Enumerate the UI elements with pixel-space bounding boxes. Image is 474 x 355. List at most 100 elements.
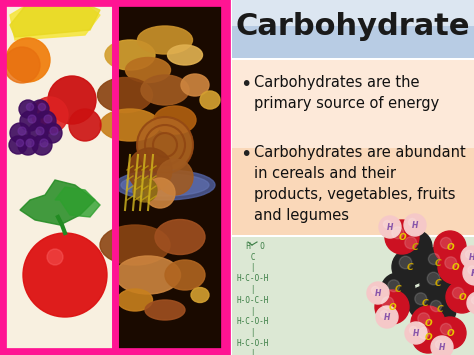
Ellipse shape [200,91,220,109]
Circle shape [434,317,466,349]
Text: H: H [387,223,393,231]
Circle shape [42,123,62,143]
Text: H: H [413,328,419,338]
Circle shape [4,47,40,83]
Text: H: H [471,268,474,278]
Circle shape [424,294,456,326]
Circle shape [392,249,428,285]
Text: H: H [412,220,418,229]
Text: C: C [435,279,441,288]
Circle shape [463,261,474,285]
Text: C: C [435,258,441,268]
Text: H: H [375,289,381,297]
Circle shape [415,293,427,305]
Circle shape [28,123,48,143]
Circle shape [431,336,453,355]
Circle shape [420,265,456,301]
FancyBboxPatch shape [0,0,228,355]
Circle shape [411,306,445,340]
Ellipse shape [165,260,205,290]
Text: H: H [384,312,390,322]
Circle shape [440,237,452,248]
Ellipse shape [155,219,205,255]
Circle shape [472,296,474,304]
Circle shape [427,272,440,285]
Polygon shape [10,0,100,37]
Text: Carbohydrates are abundant
in cereals and their
products, vegetables, fruits
and: Carbohydrates are abundant in cereals an… [254,145,466,223]
Text: Carbohydrates are the
primary source of energy: Carbohydrates are the primary source of … [254,75,439,111]
Circle shape [128,148,172,192]
Circle shape [398,230,432,264]
Circle shape [376,306,398,328]
Circle shape [381,273,415,307]
Circle shape [18,135,38,155]
Circle shape [461,246,474,268]
Circle shape [408,286,442,320]
Circle shape [436,340,443,348]
Text: C: C [422,299,428,307]
Ellipse shape [98,77,153,113]
Text: C: C [412,242,419,251]
Text: O: O [388,302,396,311]
Ellipse shape [154,106,196,134]
Circle shape [27,103,34,111]
Ellipse shape [118,289,153,311]
Circle shape [36,111,56,131]
Circle shape [412,321,444,353]
FancyBboxPatch shape [232,26,474,58]
Ellipse shape [100,109,160,141]
Circle shape [133,178,157,202]
Circle shape [28,115,36,123]
Text: C: C [407,262,413,272]
Circle shape [18,127,26,135]
Circle shape [19,100,37,118]
Circle shape [446,281,474,313]
Text: Carbohydrate: Carbohydrate [236,12,470,40]
Text: O: O [424,318,432,328]
Ellipse shape [137,26,192,54]
Circle shape [157,159,193,195]
Circle shape [440,323,452,335]
Circle shape [405,237,417,249]
FancyBboxPatch shape [5,5,113,350]
Ellipse shape [115,170,215,200]
Circle shape [48,76,96,124]
Circle shape [26,139,34,147]
Circle shape [367,282,389,304]
Circle shape [379,216,401,238]
Circle shape [452,288,464,299]
Circle shape [375,290,409,324]
Circle shape [467,292,474,314]
Circle shape [6,38,50,82]
Circle shape [10,123,30,143]
Ellipse shape [121,174,209,196]
Text: •: • [240,145,251,164]
Circle shape [434,231,466,263]
Circle shape [17,140,24,147]
Ellipse shape [191,288,209,302]
Circle shape [409,218,416,226]
FancyBboxPatch shape [232,60,474,235]
FancyBboxPatch shape [232,237,474,355]
Circle shape [404,214,426,236]
Circle shape [372,286,379,294]
Circle shape [422,247,454,279]
Circle shape [465,250,473,258]
Text: H: H [469,252,474,262]
Text: O: O [446,242,454,251]
Circle shape [31,100,49,118]
Ellipse shape [141,75,189,105]
Circle shape [438,250,472,284]
Circle shape [405,322,427,344]
Polygon shape [10,0,100,40]
Circle shape [44,115,52,123]
Ellipse shape [100,225,170,265]
Ellipse shape [145,300,185,320]
Ellipse shape [181,74,209,96]
Text: O: O [424,333,432,342]
Circle shape [23,233,107,317]
Circle shape [388,280,400,292]
Circle shape [50,127,58,135]
Circle shape [445,257,457,269]
Circle shape [137,117,193,173]
